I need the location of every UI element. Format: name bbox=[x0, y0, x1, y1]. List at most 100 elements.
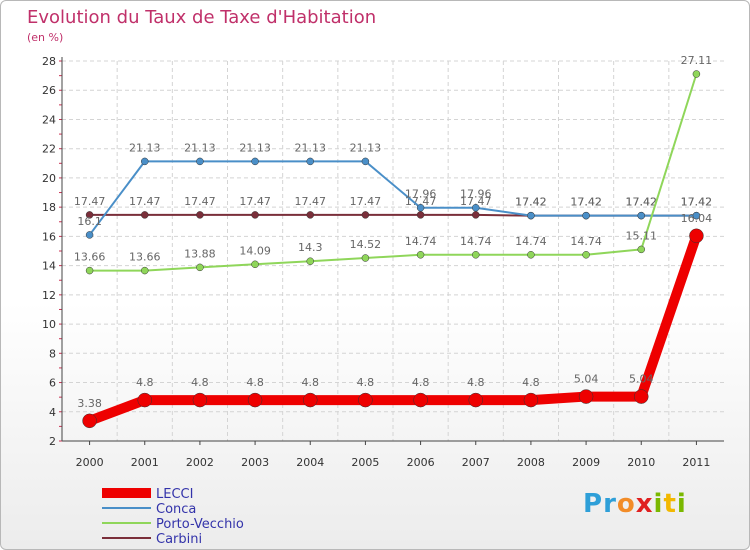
data-label-porto-vecchio: 13.88 bbox=[184, 247, 216, 260]
x-tick-label: 2011 bbox=[682, 456, 710, 469]
data-point-lecci bbox=[137, 392, 152, 408]
data-label-carbini: 17.47 bbox=[295, 195, 327, 208]
data-label-carbini: 17.47 bbox=[74, 195, 106, 208]
data-label-porto-vecchio: 14.09 bbox=[239, 244, 271, 257]
series-line-lecci bbox=[84, 230, 702, 426]
data-point-carbini bbox=[361, 211, 370, 219]
data-label-conca: 21.13 bbox=[239, 141, 271, 154]
series-line-conca bbox=[88, 160, 698, 236]
x-tick-label: 2010 bbox=[627, 456, 655, 469]
data-point-carbini bbox=[306, 211, 314, 219]
y-tick-label: 8 bbox=[49, 347, 56, 360]
legend-label-carbini: Carbini bbox=[156, 532, 202, 547]
x-tick-label: 2003 bbox=[241, 456, 269, 469]
data-label-lecci: 4.8 bbox=[246, 376, 264, 389]
data-point-porto-vecchio bbox=[196, 263, 204, 272]
data-point-porto-vecchio bbox=[361, 254, 370, 262]
data-point-porto-vecchio bbox=[582, 251, 590, 259]
data-point-lecci bbox=[468, 392, 483, 408]
data-point-conca bbox=[637, 211, 645, 220]
data-point-porto-vecchio bbox=[306, 257, 314, 265]
data-point-porto-vecchio bbox=[141, 266, 149, 275]
y-tick-label: 18 bbox=[42, 201, 56, 214]
y-tick-label: 10 bbox=[42, 318, 56, 331]
data-point-carbini bbox=[251, 211, 259, 219]
data-label-porto-vecchio: 27.11 bbox=[681, 54, 713, 67]
data-point-lecci bbox=[358, 392, 373, 408]
data-label-lecci: 4.8 bbox=[302, 376, 320, 389]
y-tick-label: 26 bbox=[42, 84, 56, 97]
y-tick-label: 2 bbox=[49, 435, 56, 448]
data-point-lecci bbox=[523, 392, 539, 408]
data-label-porto-vecchio: 14.74 bbox=[405, 235, 437, 248]
data-point-porto-vecchio bbox=[251, 260, 259, 269]
data-label-carbini: 17.47 bbox=[184, 195, 216, 208]
data-label-lecci: 5.04 bbox=[574, 373, 599, 386]
brand-logo: Proxiti bbox=[583, 489, 687, 519]
logo-letter: i bbox=[676, 489, 687, 519]
data-point-lecci bbox=[247, 392, 263, 408]
data-label-lecci: 4.8 bbox=[522, 376, 540, 389]
x-tick-label: 2001 bbox=[131, 456, 159, 469]
x-tick-label: 2006 bbox=[407, 456, 435, 469]
data-label-lecci: 4.8 bbox=[357, 376, 375, 389]
y-tick-label: 4 bbox=[49, 406, 56, 419]
data-point-carbini bbox=[85, 211, 94, 219]
x-tick-label: 2008 bbox=[517, 456, 545, 469]
y-tick-label: 12 bbox=[42, 289, 56, 302]
data-point-lecci bbox=[578, 389, 594, 404]
y-tick-label: 16 bbox=[42, 230, 56, 243]
x-tick-label: 2005 bbox=[351, 456, 379, 469]
data-point-lecci bbox=[303, 392, 318, 408]
y-tick-label: 22 bbox=[42, 143, 56, 156]
y-tick-label: 24 bbox=[42, 113, 56, 126]
data-label-carbini: 17.47 bbox=[239, 195, 271, 208]
legend-label-conca: Conca bbox=[156, 502, 196, 517]
data-point-conca bbox=[251, 157, 259, 166]
data-point-carbini bbox=[141, 211, 149, 219]
logo-letter: r bbox=[603, 489, 617, 519]
data-point-lecci bbox=[82, 413, 97, 429]
y-tick-label: 28 bbox=[42, 55, 56, 68]
data-point-conca bbox=[416, 203, 425, 212]
legend-label-porto-vecchio: Porto-Vecchio bbox=[156, 517, 244, 532]
data-label-conca: 17.42 bbox=[681, 196, 713, 209]
logo-letter: i bbox=[653, 489, 664, 519]
logo-letter: t bbox=[663, 489, 677, 519]
x-tick-label: 2007 bbox=[462, 456, 490, 469]
data-label-conca: 17.96 bbox=[405, 188, 437, 201]
data-point-porto-vecchio bbox=[472, 251, 480, 259]
data-label-carbini: 17.47 bbox=[460, 195, 492, 208]
data-label-carbini: 17.47 bbox=[129, 195, 161, 208]
data-point-porto-vecchio bbox=[637, 245, 645, 254]
data-point-conca bbox=[361, 157, 370, 166]
chart-title: Evolution du Taux de Taxe d'Habitation bbox=[27, 7, 377, 28]
data-label-porto-vecchio: 14.74 bbox=[570, 235, 602, 248]
data-point-conca bbox=[306, 157, 314, 166]
data-label-lecci: 4.8 bbox=[412, 376, 430, 389]
logo-letter: o bbox=[616, 489, 636, 519]
data-label-conca: 17.42 bbox=[515, 196, 547, 209]
data-label-lecci: 4.8 bbox=[136, 376, 154, 389]
data-label-lecci: 16.04 bbox=[681, 212, 713, 225]
data-point-porto-vecchio bbox=[692, 70, 701, 78]
data-point-conca bbox=[527, 211, 535, 220]
x-tick-label: 2000 bbox=[76, 456, 104, 469]
data-label-porto-vecchio: 14.74 bbox=[460, 235, 492, 248]
data-label-carbini: 17.42 bbox=[570, 196, 602, 209]
data-label-conca: 21.13 bbox=[295, 141, 327, 154]
x-tick-label: 2004 bbox=[296, 456, 324, 469]
data-label-conca: 17.42 bbox=[570, 196, 602, 209]
data-point-conca bbox=[582, 211, 590, 220]
data-label-porto-vecchio: 13.66 bbox=[74, 251, 106, 264]
data-point-conca bbox=[196, 157, 204, 166]
x-tick-label: 2002 bbox=[186, 456, 214, 469]
data-label-carbini: 17.42 bbox=[681, 196, 713, 209]
logo-letter: P bbox=[583, 489, 604, 519]
data-label-carbini: 17.47 bbox=[350, 195, 382, 208]
data-label-porto-vecchio: 14.52 bbox=[350, 238, 382, 251]
data-label-carbini: 17.42 bbox=[515, 196, 547, 209]
data-point-lecci bbox=[413, 392, 428, 408]
